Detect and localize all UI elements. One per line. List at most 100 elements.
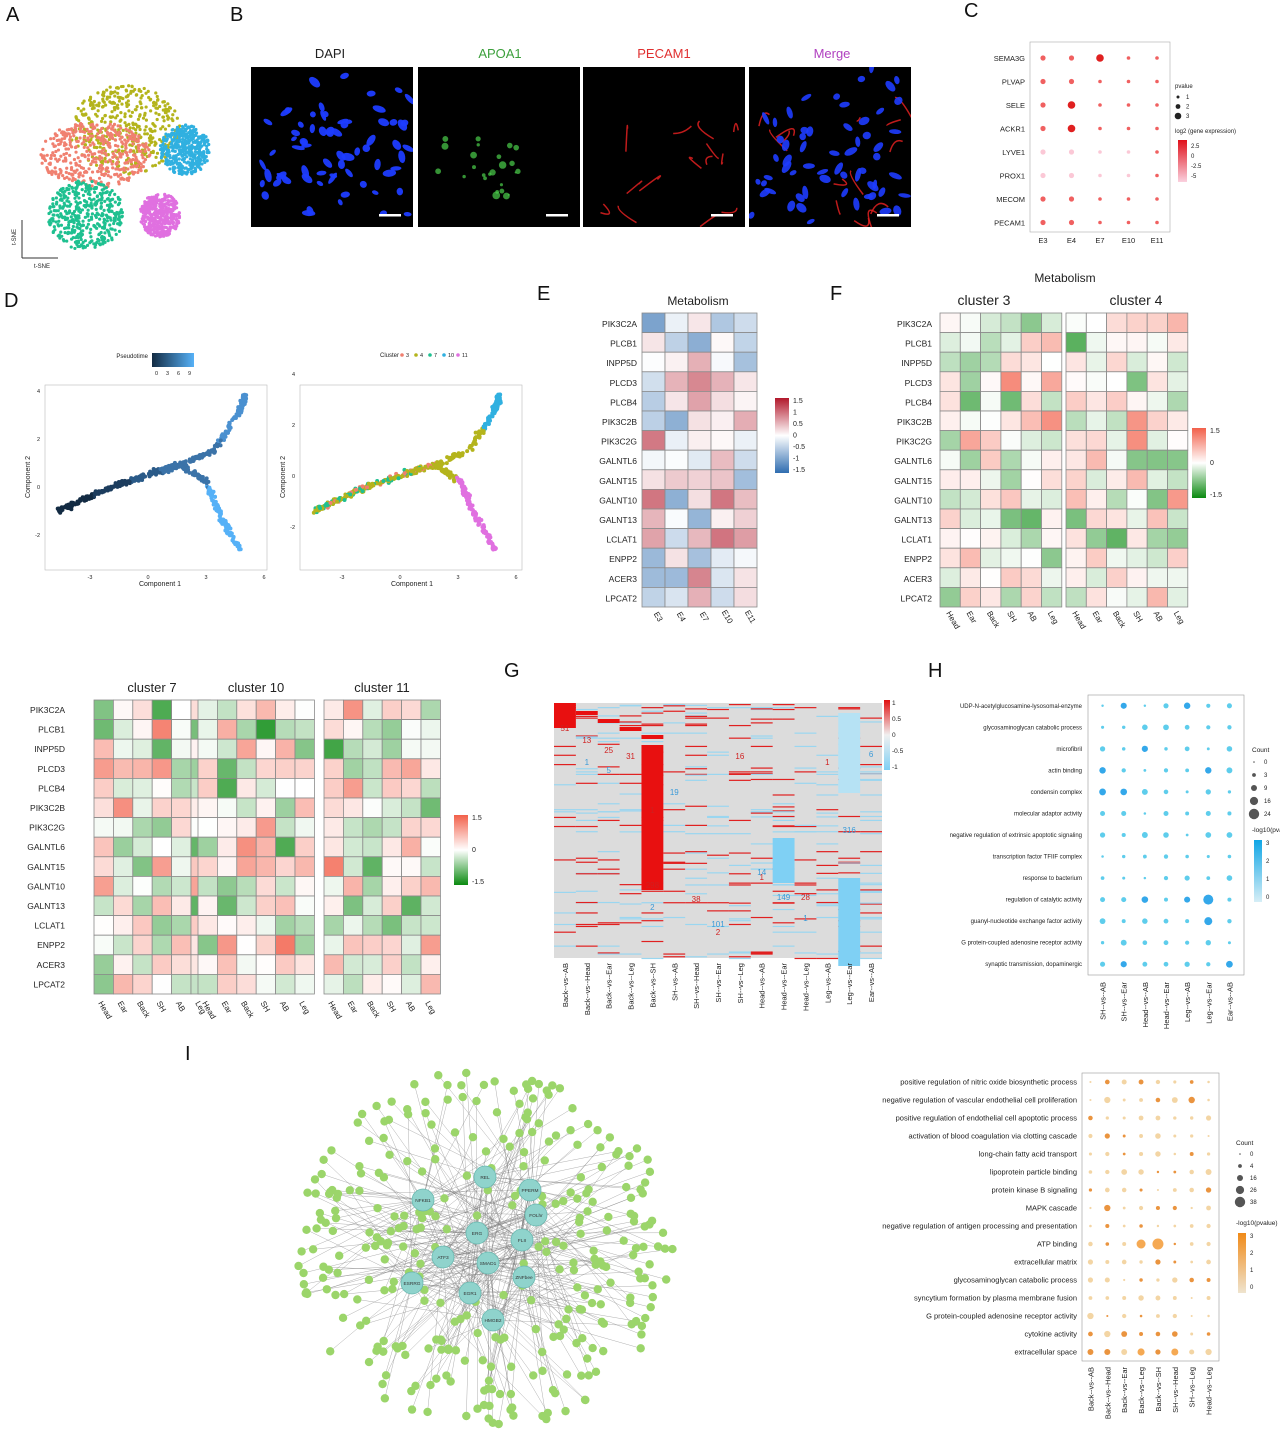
nucleus [261, 191, 269, 200]
region-label: SH [258, 1000, 271, 1014]
nucleus [309, 111, 316, 118]
comparison-label: SH--vs--Ear [1120, 982, 1129, 1022]
deg-line [685, 902, 708, 904]
deg-line [575, 925, 598, 928]
deg-line [794, 767, 817, 769]
comparison-label: SH--vs--AB [1099, 982, 1108, 1020]
cell-point [166, 195, 170, 199]
cell-point [57, 142, 61, 147]
gene-label: PIK3C2B [30, 803, 65, 813]
heat-cell [93, 719, 114, 740]
heat-cell [255, 758, 276, 779]
cell-point [110, 110, 114, 114]
cell-point [89, 239, 93, 244]
cell-point [70, 228, 74, 232]
cell-point [472, 439, 477, 444]
cell-point [223, 519, 228, 524]
cell-point [164, 110, 168, 115]
cell-point [63, 203, 67, 207]
cell-point [225, 430, 230, 435]
cell-point [74, 200, 78, 204]
nucleus [372, 105, 386, 113]
go-dot [1163, 961, 1169, 967]
heat-cell [420, 856, 441, 877]
network-edge [535, 1214, 583, 1339]
heat-cell [362, 875, 383, 897]
cell-point [116, 124, 120, 128]
cell-point [86, 222, 91, 226]
nucleus [297, 121, 304, 128]
go-dot [1100, 810, 1106, 816]
deg-line [750, 951, 773, 953]
heat-cell [171, 758, 192, 779]
deg-line [641, 707, 664, 709]
cell-point [117, 211, 121, 216]
cell-point [73, 196, 77, 200]
cell-point [111, 125, 115, 129]
heat-cell [93, 895, 114, 917]
cell-point [146, 89, 150, 93]
heat-cell [710, 547, 735, 569]
heat-cell [420, 875, 441, 897]
apoa1-signal [499, 183, 504, 187]
plot-frame-right [299, 384, 523, 571]
deg-line [685, 868, 708, 870]
heat-cell [1167, 332, 1189, 353]
cell-point [78, 210, 83, 215]
up-count: 13 [582, 736, 591, 745]
cell-point [51, 230, 55, 235]
expression-dot [1098, 103, 1102, 107]
cell-point [166, 221, 171, 226]
nucleus [337, 199, 343, 206]
cell-point [467, 506, 472, 511]
cell-point [75, 168, 79, 172]
cell-point [125, 103, 129, 107]
left-main-branch [55, 460, 184, 515]
comparison-label: Ear--vs--AB [867, 963, 876, 1002]
cell-point [402, 471, 407, 476]
heat-cell [959, 312, 982, 334]
cell-point [74, 190, 78, 194]
deg-line [685, 893, 708, 895]
apoa1-signal [513, 144, 520, 151]
cell-point [151, 164, 155, 168]
cell-point [144, 91, 148, 95]
heat-cell [687, 391, 712, 412]
p-legend-label: 2 [1266, 859, 1270, 865]
cell-point [115, 132, 119, 137]
go-dot [1143, 812, 1147, 815]
cell-point [166, 470, 171, 475]
gene-label: PIK3C2A [897, 319, 932, 329]
cell-point [142, 86, 146, 91]
cell-point [153, 140, 157, 144]
heat-cell [113, 836, 134, 858]
go-dot [1184, 746, 1190, 752]
heat-cell [1167, 586, 1189, 608]
go-dot [1203, 894, 1214, 905]
cell-point [176, 138, 180, 142]
cell-point [473, 513, 478, 518]
network-edge [382, 1282, 413, 1385]
heat-cell [980, 351, 1002, 373]
stage-label: E7 [1095, 236, 1104, 245]
heat-cell [1106, 547, 1128, 569]
cell-point [96, 128, 100, 132]
panel-label-g: G [504, 660, 520, 682]
heat-cell [275, 954, 296, 975]
cell-point [80, 122, 84, 127]
heat-cell [255, 719, 276, 740]
cell-point [155, 230, 159, 234]
cell-point [151, 222, 155, 226]
cell-point [74, 236, 78, 240]
cell-point [188, 131, 192, 135]
heat-cell [93, 875, 114, 897]
nucleus [833, 93, 841, 100]
heat-cell [151, 856, 172, 877]
deg-line [816, 851, 839, 853]
cell-point [88, 134, 92, 138]
cell-point [65, 199, 69, 203]
cell-point [60, 131, 64, 135]
cell-point [209, 449, 214, 454]
go-dot [1141, 896, 1149, 903]
cell-point [149, 228, 153, 232]
